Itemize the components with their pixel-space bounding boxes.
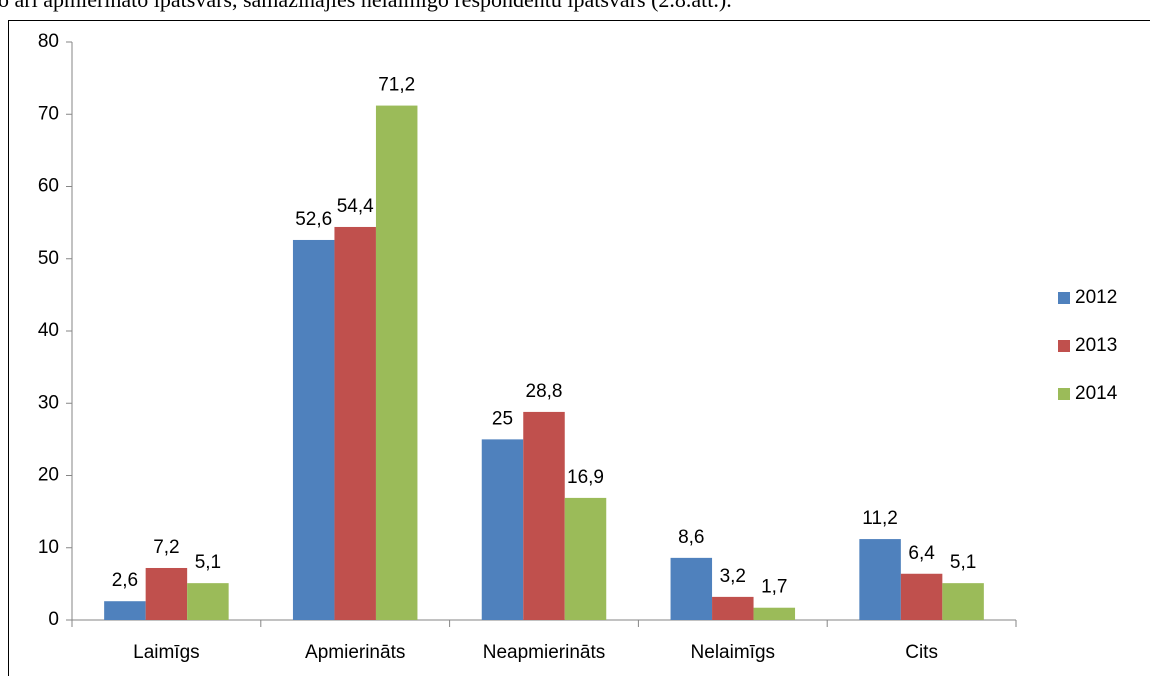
data-label: 52,6	[295, 209, 332, 230]
bar	[187, 583, 229, 620]
data-label: 5,1	[195, 552, 221, 573]
bar	[482, 439, 524, 620]
bar	[104, 601, 145, 620]
data-label: 11,2	[862, 508, 898, 529]
legend-swatch	[1058, 388, 1070, 400]
data-label: 5,1	[950, 552, 976, 573]
bar	[859, 539, 901, 620]
data-label: 71,2	[378, 75, 415, 96]
y-tick-label: 30	[38, 392, 59, 413]
data-label: 2,6	[112, 570, 138, 591]
x-tick-label: Nelaimīgs	[691, 642, 775, 663]
legend-label: 2013	[1075, 335, 1117, 356]
bar	[901, 574, 943, 620]
bar	[293, 240, 335, 620]
x-tick-label: Cits	[905, 642, 938, 663]
x-tick-label: Neapmierināts	[483, 642, 606, 663]
y-tick-label: 70	[38, 103, 59, 124]
y-tick-label: 60	[38, 176, 59, 197]
bar	[565, 498, 607, 620]
bar	[942, 583, 984, 620]
bar	[754, 608, 796, 620]
data-label: 3,2	[720, 566, 746, 587]
legend-label: 2012	[1075, 287, 1117, 308]
data-label: 1,7	[761, 577, 787, 598]
bar	[523, 412, 565, 620]
data-label: 54,4	[337, 196, 374, 217]
legend-swatch	[1058, 340, 1070, 352]
x-tick-label: Apmierināts	[305, 642, 405, 663]
data-label: 28,8	[526, 381, 563, 402]
bar	[334, 227, 376, 620]
data-label: 8,6	[678, 527, 704, 548]
data-label: 7,2	[153, 537, 179, 558]
bar	[712, 597, 754, 620]
legend-label: 2014	[1075, 383, 1118, 404]
y-tick-label: 40	[38, 320, 59, 341]
bar	[146, 568, 188, 620]
data-label: 25	[492, 408, 513, 429]
y-tick-label: 20	[38, 465, 59, 486]
y-tick-label: 80	[38, 31, 59, 52]
y-tick-label: 10	[38, 537, 59, 558]
bar	[376, 106, 418, 620]
y-tick-label: 50	[38, 248, 59, 269]
legend-swatch	[1058, 292, 1070, 304]
x-tick-label: Laimīgs	[133, 642, 200, 663]
bar	[671, 558, 713, 620]
data-label: 16,9	[567, 467, 604, 488]
y-tick-label: 0	[48, 609, 59, 630]
document-text: o arī apmierināto īpatsvars, samazinājie…	[0, 0, 732, 12]
data-label: 6,4	[908, 543, 935, 564]
